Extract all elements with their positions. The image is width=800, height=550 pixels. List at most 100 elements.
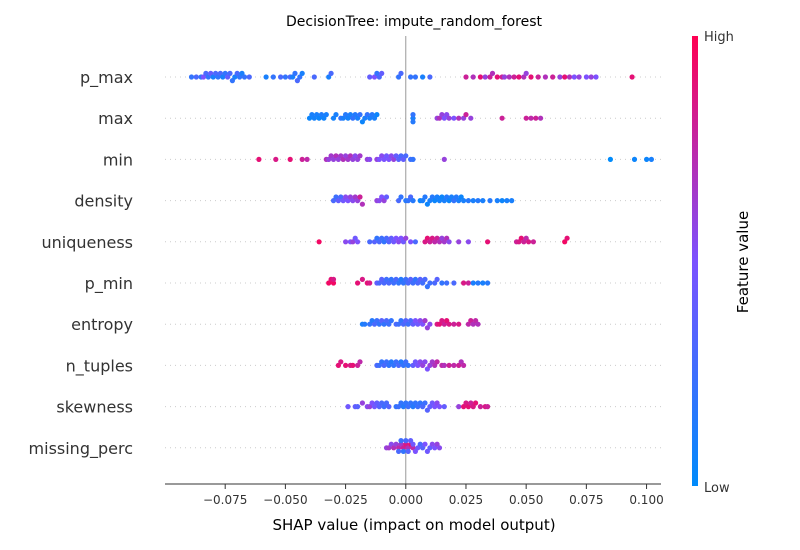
point-max-27 [410, 112, 416, 118]
point-max-18 [357, 112, 363, 118]
point-uniqueness-45 [564, 235, 570, 241]
feature-label-min: min [103, 150, 133, 169]
point-n_tuples-34 [446, 362, 452, 368]
point-n_tuples-20 [405, 362, 411, 368]
point-p_max-41 [398, 70, 404, 76]
point-max-7 [323, 112, 329, 118]
feature-label-density: density [74, 192, 133, 211]
feature-label-p_max: p_max [80, 68, 133, 88]
colorbar-label: Feature value [734, 211, 752, 313]
point-density-51 [509, 198, 515, 204]
point-p_min-2 [330, 280, 337, 286]
point-p_max-23 [270, 74, 276, 80]
point-skewness-3 [359, 400, 365, 406]
point-p_max-46 [463, 74, 469, 80]
point-p_min-37 [465, 280, 471, 286]
point-p_max-44 [420, 74, 426, 80]
point-max-9 [333, 112, 339, 118]
point-skewness-41 [477, 404, 483, 410]
point-uniqueness-0 [316, 239, 322, 245]
point-p_max-66 [566, 74, 573, 80]
point-p_max-71 [593, 74, 599, 80]
point-p_max-22 [263, 74, 269, 80]
x-tick-label-7: 0.100 [629, 493, 663, 507]
point-entropy-34 [456, 321, 462, 327]
point-p_max-34 [328, 70, 334, 76]
point-min-1 [273, 156, 279, 162]
point-p_max-31 [299, 70, 305, 76]
point-uniqueness-21 [408, 239, 414, 245]
feature-label-skewness: skewness [56, 398, 133, 417]
point-p_max-57 [516, 74, 522, 80]
chart-title: DecisionTree: impute_random_forest [286, 14, 542, 30]
point-p_max-56 [511, 74, 517, 80]
point-p_max-47 [470, 74, 476, 80]
point-max-38 [463, 112, 469, 118]
point-max-44 [538, 115, 544, 121]
point-density-19 [398, 194, 404, 200]
point-p_max-70 [588, 74, 594, 80]
x-tick-label-3: 0.000 [389, 493, 423, 507]
point-p_min-4 [355, 280, 361, 286]
point-skewness-43 [485, 404, 491, 410]
point-p_min-36 [461, 280, 467, 286]
feature-label-n_tuples: n_tuples [66, 356, 133, 376]
point-p_max-45 [427, 74, 433, 80]
point-p_max-35 [367, 74, 373, 80]
x-axis-label: SHAP value (impact on model output) [272, 516, 555, 534]
x-tick-label-5: 0.050 [509, 493, 543, 507]
point-p_max-64 [557, 74, 563, 80]
colorbar-low-label: Low [704, 481, 730, 496]
point-max-41 [523, 115, 529, 121]
point-skewness-2 [355, 404, 361, 410]
point-min-41 [648, 156, 655, 162]
point-uniqueness-1 [343, 239, 349, 245]
point-uniqueness-34 [456, 239, 462, 245]
point-n_tuples-26 [422, 359, 428, 365]
point-density-47 [487, 198, 493, 204]
point-p_min-34 [444, 280, 450, 286]
data-points [188, 70, 655, 454]
point-min-4 [304, 156, 310, 162]
point-density-43 [465, 198, 471, 204]
point-missing_perc-16 [405, 448, 411, 454]
point-n_tuples-35 [451, 362, 457, 368]
point-min-19 [357, 153, 363, 159]
point-min-36 [410, 156, 416, 162]
point-p_min-35 [451, 280, 457, 286]
point-density-17 [383, 194, 390, 200]
point-skewness-0 [345, 404, 351, 410]
point-uniqueness-36 [485, 239, 491, 245]
point-skewness-40 [473, 400, 479, 406]
point-uniqueness-20 [403, 235, 409, 241]
point-density-12 [359, 201, 365, 207]
point-uniqueness-35 [465, 239, 471, 245]
point-p_max-59 [523, 70, 529, 76]
point-p_min-40 [480, 280, 486, 286]
point-p_max-39 [379, 70, 385, 76]
point-p_max-24 [278, 74, 284, 80]
point-p_max-42 [408, 74, 414, 80]
feature-label-uniqueness: uniqueness [41, 233, 133, 252]
point-p_min-32 [434, 276, 440, 282]
point-p_max-0 [188, 74, 195, 80]
point-p_max-61 [535, 74, 541, 80]
point-entropy-11 [388, 318, 394, 324]
point-p_max-68 [576, 74, 582, 80]
point-uniqueness-5 [355, 239, 361, 245]
point-n_tuples-31 [434, 359, 440, 365]
point-skewness-33 [441, 404, 447, 410]
point-max-26 [410, 115, 416, 121]
point-p_min-28 [422, 276, 428, 282]
point-density-11 [357, 194, 363, 200]
point-n_tuples-38 [461, 362, 467, 368]
point-density-45 [475, 198, 481, 204]
point-uniqueness-43 [530, 239, 537, 245]
feature-label-max: max [98, 109, 133, 128]
point-uniqueness-42 [526, 239, 532, 245]
point-density-50 [504, 198, 510, 204]
point-missing_perc-18 [410, 441, 416, 447]
x-tick-label-6: 0.075 [569, 493, 603, 507]
point-p_max-51 [489, 70, 496, 76]
point-missing_perc-12 [396, 448, 402, 454]
